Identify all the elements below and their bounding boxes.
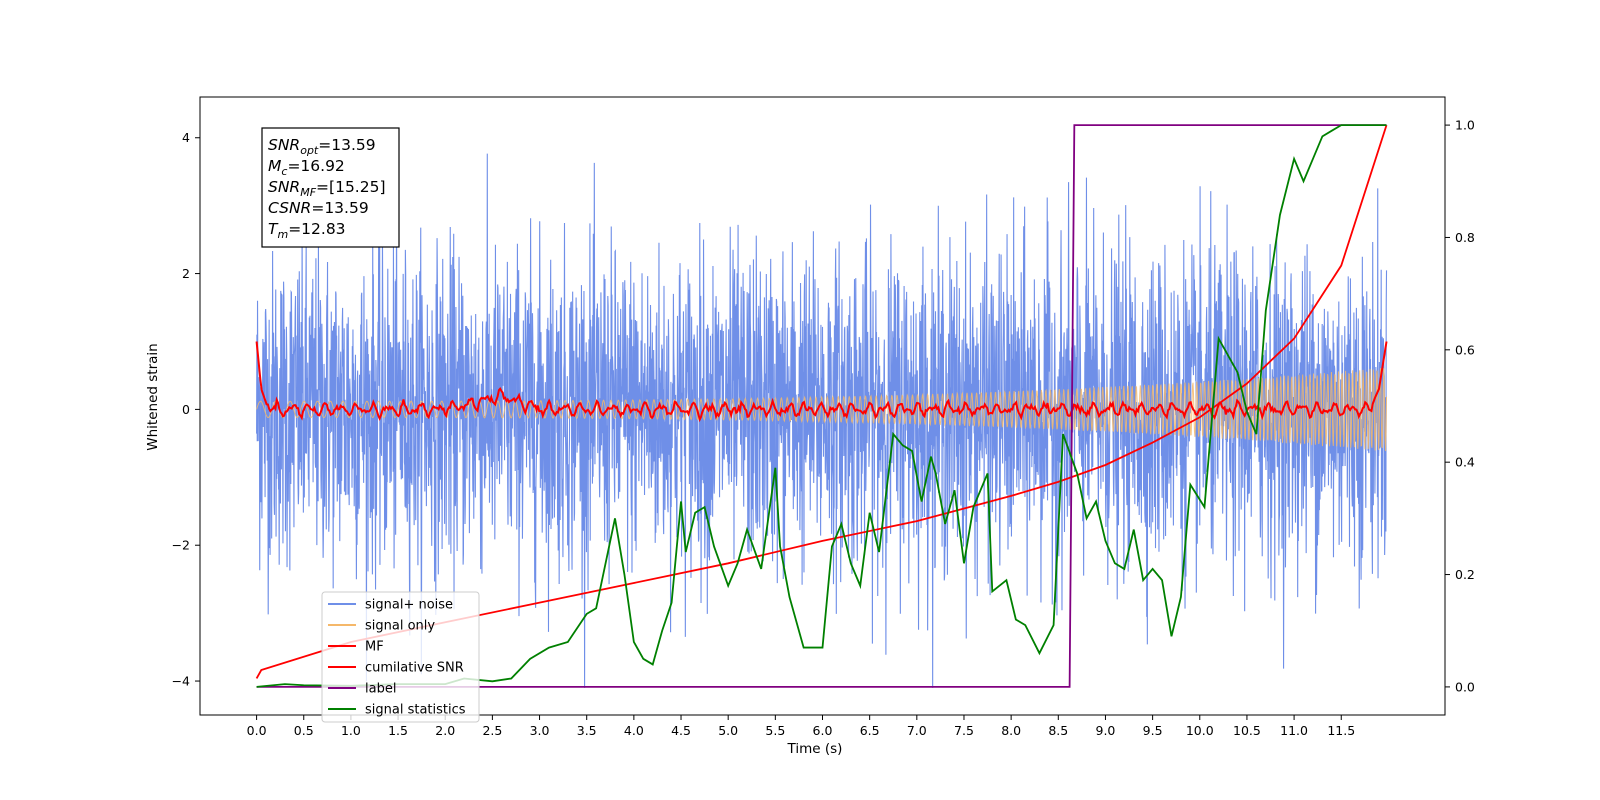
series-mf [255,341,1388,423]
series-label [256,124,1387,688]
x-tick-label: 6.5 [860,723,880,738]
x-tick-label: 1.5 [388,723,408,738]
annotation-line: SNRopt=13.59 [268,136,376,157]
y2-tick-label: 1.0 [1455,118,1475,133]
legend-entry: signal statistics [365,703,466,718]
legend-entry: MF [365,640,384,655]
x-tick-label: 0.0 [247,723,267,738]
x-tick-label: 5.0 [718,723,738,738]
x-tick-label: 9.0 [1096,723,1116,738]
x-tick-label: 6.0 [813,723,833,738]
x-tick-label: 11.5 [1327,723,1355,738]
annotation-line: Mc=16.92 [268,157,345,178]
x-tick-label: 10.0 [1186,723,1214,738]
y-tick-label: −4 [172,674,190,689]
series-signal-noise [256,153,1388,688]
y-tick-label: 2 [182,266,190,281]
y2-tick-label: 0.8 [1455,230,1475,245]
annotation-frame [261,127,400,248]
y-tick-label: 4 [182,130,190,145]
legend-entry: signal+ noise [365,598,453,613]
x-tick-label: 1.0 [341,723,361,738]
series-signal-statistics [256,124,1387,688]
x-tick-label: 4.5 [671,723,691,738]
legend-entry: signal only [365,619,435,634]
annotation-line: SNRMF=[15.25] [268,178,386,199]
x-tick-label: 10.5 [1233,723,1261,738]
y-tick-label: 0 [182,402,190,417]
legend-frame [321,591,480,723]
y-tick-label: −2 [172,538,190,553]
x-tick-label: 11.0 [1280,723,1308,738]
legend-entry: cumilative SNR [365,661,464,676]
x-tick-label: 0.5 [294,723,314,738]
y-axis-label: Whitened strain [145,343,161,450]
y2-tick-label: 0.2 [1455,567,1475,582]
x-tick-label: 2.0 [435,723,455,738]
x-tick-label: 3.5 [577,723,597,738]
x-tick-label: 8.5 [1048,723,1068,738]
axes: 0.0 0.5 1.0 1.5 2.0 2.5 3.0 3.5 4.0 4.5 5.0 5.5 6.0 6… [172,96,1475,738]
x-tick-label: 5.5 [765,723,785,738]
x-tick-label: 8.0 [1001,723,1021,738]
x-tick-label: 2.5 [482,723,502,738]
x-tick-label: 4.0 [624,723,644,738]
y2-tick-label: 0.4 [1455,455,1475,470]
annotation-box: SNRopt=13.59Mc=16.92SNRMF=[15.25]CSNR=13… [261,127,400,248]
x-tick-label: 9.5 [1143,723,1163,738]
x-tick-label: 3.0 [530,723,550,738]
x-tick-label: 7.0 [907,723,927,738]
annotation-line: CSNR=13.59 [268,199,369,217]
legend: signal+ noise signal only MF cumilative SNR… [321,591,480,723]
y2-tick-label: 0.6 [1455,342,1475,357]
annotation-line: Tm=12.83 [268,220,346,241]
x-axis-label: Time (s) [787,741,843,757]
y2-tick-label: 0.0 [1455,679,1475,694]
x-tick-label: 7.5 [954,723,974,738]
legend-entry: label [365,682,396,697]
